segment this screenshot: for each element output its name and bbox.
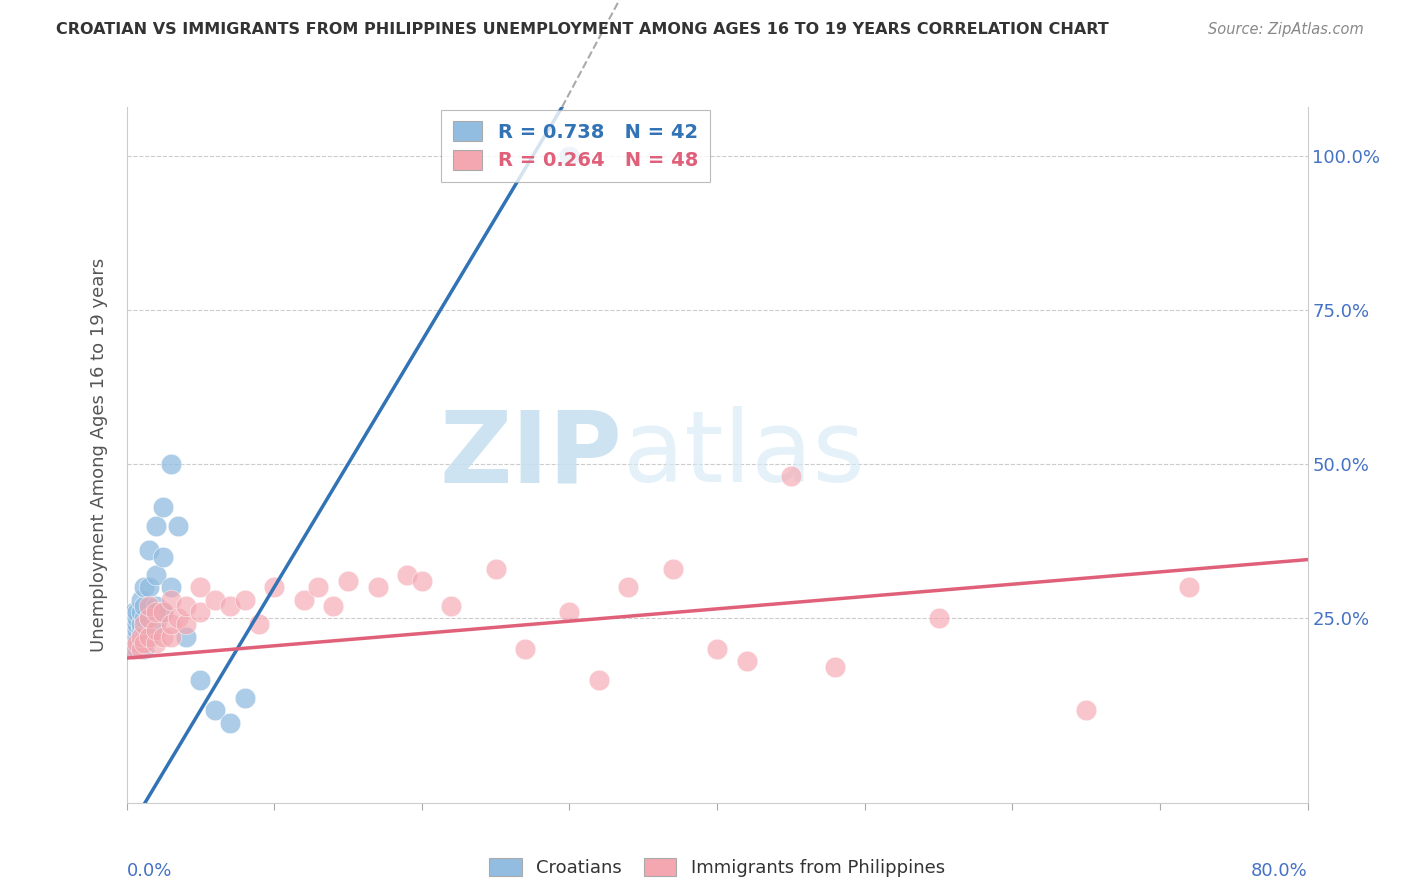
Point [152,500,174,515]
Point [247,617,270,632]
Point [167,611,190,625]
Point [292,592,315,607]
Point [152,630,174,644]
Point [122,630,145,644]
Point [219,715,242,730]
Point [134,599,156,613]
Point [125,630,148,644]
Point [411,574,433,589]
Point [188,605,211,619]
Point [129,636,153,650]
Point [779,469,801,483]
Point [134,630,156,644]
Point [484,562,508,576]
Point [125,624,148,638]
Point [122,641,145,656]
Point [233,691,256,706]
Point [204,703,226,717]
Point [152,605,174,619]
Point [122,641,145,656]
Point [322,599,344,613]
Text: 0.0%: 0.0% [127,862,172,880]
Point [138,611,160,625]
Point [233,592,256,607]
Point [134,611,156,625]
Point [263,580,285,594]
Point [138,543,160,558]
Point [138,630,160,644]
Point [125,617,148,632]
Point [145,518,167,533]
Point [134,624,156,638]
Point [134,641,156,656]
Point [129,624,153,638]
Point [138,611,160,625]
Point [145,568,167,582]
Point [307,580,329,594]
Point [134,636,156,650]
Point [558,605,581,619]
Point [145,599,167,613]
Point [125,611,148,625]
Point [588,673,610,687]
Point [138,630,160,644]
Point [145,605,167,619]
Point [159,580,183,594]
Point [219,599,242,613]
Point [174,599,197,613]
Point [188,580,211,594]
Point [1178,580,1201,594]
Point [122,617,145,632]
Point [366,580,388,594]
Point [122,605,145,619]
Point [440,599,463,613]
Text: CROATIAN VS IMMIGRANTS FROM PHILIPPINES UNEMPLOYMENT AMONG AGES 16 TO 19 YEARS C: CROATIAN VS IMMIGRANTS FROM PHILIPPINES … [56,22,1109,37]
Point [152,549,174,564]
Point [735,654,758,668]
Point [145,617,167,632]
Point [174,617,197,632]
Point [159,630,183,644]
Point [134,617,156,632]
Point [661,562,683,576]
Text: atlas: atlas [623,407,865,503]
Point [125,636,148,650]
Point [145,636,167,650]
Point [928,611,950,625]
Point [129,605,153,619]
Point [129,641,153,656]
Point [558,149,581,163]
Point [1076,703,1098,717]
Point [337,574,360,589]
Legend: Croatians, Immigrants from Philippines: Croatians, Immigrants from Philippines [482,850,952,884]
Point [145,624,167,638]
Point [129,592,153,607]
Point [159,617,183,632]
Point [134,580,156,594]
Point [129,630,153,644]
Point [706,641,728,656]
Point [617,580,640,594]
Point [159,457,183,471]
Point [396,568,419,582]
Point [159,592,183,607]
Point [122,611,145,625]
Point [129,617,153,632]
Point [152,605,174,619]
Point [125,605,148,619]
Text: ZIP: ZIP [440,407,623,503]
Point [824,660,846,674]
Point [138,580,160,594]
Point [204,592,226,607]
Point [167,518,190,533]
Point [138,599,160,613]
Y-axis label: Unemployment Among Ages 16 to 19 years: Unemployment Among Ages 16 to 19 years [90,258,108,652]
Text: Source: ZipAtlas.com: Source: ZipAtlas.com [1208,22,1364,37]
Text: 80.0%: 80.0% [1251,862,1308,880]
Point [515,641,537,656]
Point [188,673,211,687]
Point [125,641,148,656]
Point [174,630,197,644]
